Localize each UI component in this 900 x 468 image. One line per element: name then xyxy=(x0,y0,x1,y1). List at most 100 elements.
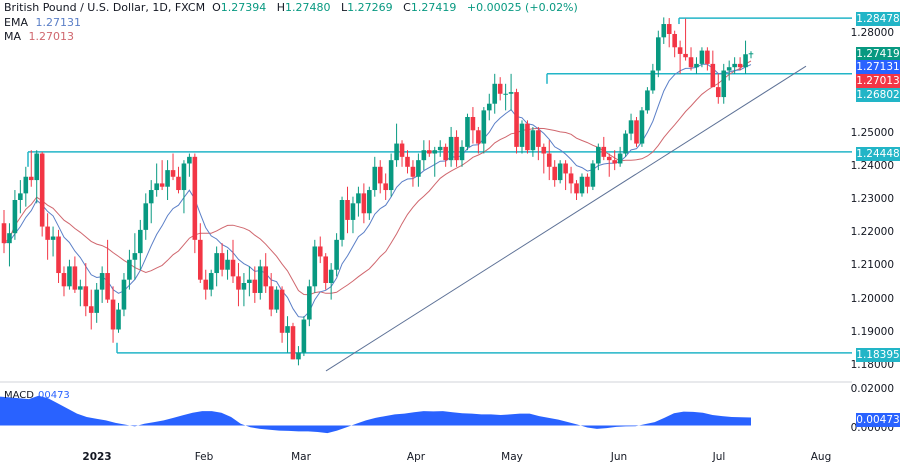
price-tag: 1.18395 xyxy=(856,348,900,362)
candle xyxy=(486,93,492,121)
candle xyxy=(312,239,318,293)
candle xyxy=(683,18,688,61)
candle xyxy=(328,263,334,300)
candle xyxy=(45,213,50,260)
symbol-title: British Pound / U.S. Dollar, 1D, FXCM xyxy=(4,1,206,14)
candle xyxy=(39,151,45,237)
candle xyxy=(176,166,181,194)
macd-legend-value: 00473 xyxy=(37,390,70,401)
candle xyxy=(148,180,154,224)
candle xyxy=(339,196,345,247)
candle xyxy=(230,239,236,283)
candle xyxy=(56,229,61,283)
time-axis-label: Mar xyxy=(291,451,311,463)
candle xyxy=(257,259,263,300)
candle xyxy=(350,196,356,234)
candle xyxy=(159,160,165,191)
price-axis-label: 1.22000 xyxy=(850,226,894,239)
moving-average-lines xyxy=(3,60,752,318)
candle xyxy=(345,186,350,234)
candle xyxy=(83,263,89,317)
candle xyxy=(448,126,454,167)
time-axis-label: Feb xyxy=(194,451,214,463)
candle xyxy=(639,107,645,147)
candle xyxy=(443,143,448,167)
ema-label: EMA xyxy=(4,15,28,29)
candle xyxy=(596,143,601,171)
candle xyxy=(470,107,476,144)
time-axis-label: May xyxy=(501,451,523,463)
ema-row[interactable]: EMA 1.27131 xyxy=(4,16,578,31)
candle xyxy=(437,140,443,157)
candle xyxy=(508,73,514,111)
candle xyxy=(143,193,149,240)
candle xyxy=(623,130,628,157)
candle xyxy=(105,239,110,303)
candle xyxy=(705,47,710,71)
trend-line[interactable] xyxy=(325,65,807,372)
price-tag: 1.27013 xyxy=(856,74,900,88)
candle xyxy=(541,143,547,174)
candle xyxy=(99,266,105,303)
candle xyxy=(399,140,405,167)
candle xyxy=(661,17,667,44)
candle xyxy=(426,140,432,157)
candle xyxy=(377,160,383,194)
price-tag: 1.24448 xyxy=(856,147,900,161)
candle xyxy=(410,160,416,187)
candle xyxy=(132,233,138,280)
candle xyxy=(263,253,269,293)
candle xyxy=(219,243,225,277)
candle xyxy=(634,117,639,147)
open-value: 1.27394 xyxy=(220,1,267,14)
candle xyxy=(241,273,247,307)
close-label: C xyxy=(403,1,411,14)
ma-line xyxy=(3,60,752,296)
macd-value-tag: 0.00473 xyxy=(856,413,900,427)
macd-area xyxy=(0,395,751,434)
candle xyxy=(465,113,470,151)
change-value: +0.00025 (+0.02%) xyxy=(466,1,578,14)
candle xyxy=(536,126,541,161)
candle xyxy=(7,223,12,267)
candle xyxy=(323,253,329,290)
candle xyxy=(356,186,361,217)
candle xyxy=(72,256,78,293)
ma-row[interactable]: MA 1.27013 xyxy=(4,30,578,45)
candle xyxy=(656,30,661,78)
time-axis-label: Apr xyxy=(406,451,426,463)
candle xyxy=(563,160,568,191)
candle xyxy=(181,160,187,214)
ma-label: MA xyxy=(4,30,22,43)
symbol-row: British Pound / U.S. Dollar, 1D, FXCM O1… xyxy=(4,1,578,16)
candle xyxy=(715,73,721,104)
candle xyxy=(617,146,623,167)
price-tag: 1.26802 xyxy=(856,88,900,102)
macd-legend[interactable]: MACD 00473 xyxy=(4,390,70,401)
candle xyxy=(28,150,34,187)
candle xyxy=(721,63,727,104)
price-tag: 1.27419 xyxy=(856,47,900,61)
candle xyxy=(514,88,519,154)
candle xyxy=(274,286,279,313)
candle xyxy=(530,126,536,157)
price-tag: 1.27131 xyxy=(856,60,900,74)
candle xyxy=(236,263,241,307)
candle xyxy=(476,126,481,154)
candle xyxy=(127,249,132,290)
candle xyxy=(247,266,252,297)
candle xyxy=(34,150,40,204)
low-value: 1.27269 xyxy=(347,1,393,14)
low-label: L xyxy=(341,1,348,14)
candle xyxy=(154,163,159,197)
macd-axis-label: 0.02000 xyxy=(850,383,894,395)
candle xyxy=(666,18,672,48)
candle xyxy=(645,87,650,114)
price-axis-label: 1.28000 xyxy=(850,27,894,39)
candle xyxy=(606,153,612,177)
candle xyxy=(170,153,176,181)
candle xyxy=(432,146,438,177)
time-axis-label: Jun xyxy=(610,451,628,463)
candle xyxy=(165,160,170,200)
